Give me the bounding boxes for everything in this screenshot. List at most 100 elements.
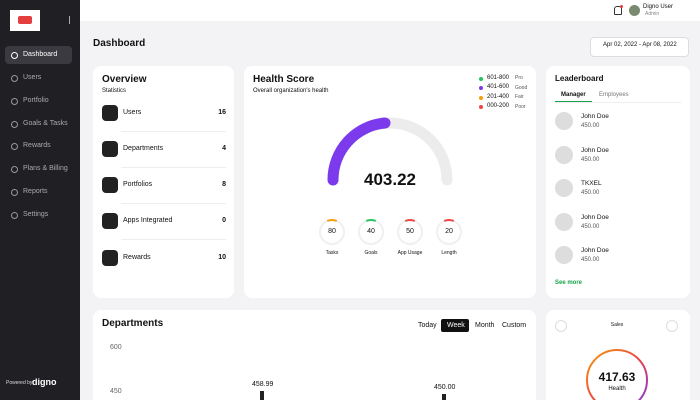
metric-arc (366, 219, 376, 222)
entry-score: 450.00 (581, 257, 600, 263)
legend-label: Pro (515, 75, 523, 81)
topbar (80, 0, 700, 21)
metric-value: 40 (367, 228, 375, 235)
legend-dot (479, 95, 483, 100)
card-title: Health Score (253, 74, 315, 85)
legend-range: 601-800 (487, 74, 510, 81)
sales-label: Health (608, 386, 626, 392)
stat-icon (102, 105, 118, 121)
entry-name: John Doe (581, 113, 609, 120)
health-score: 403.22 (364, 170, 416, 189)
tab[interactable]: Employees (599, 92, 629, 98)
sales-ring (586, 349, 648, 400)
avatar (555, 112, 573, 130)
card-title: Overview (102, 74, 147, 85)
card-subtitle: Overall organization's health (253, 88, 329, 94)
menu-item[interactable]: Reports (23, 188, 48, 195)
entry-score: 450.00 (581, 190, 600, 196)
menu-icon (11, 189, 18, 196)
stat-value: 8 (222, 181, 226, 188)
entry-name: John Doe (581, 247, 609, 254)
legend-dot (479, 105, 483, 109)
menu-icon (11, 166, 18, 173)
card-title: Leaderboard (555, 74, 604, 83)
menu-icon (11, 212, 18, 219)
stat-icon (102, 177, 118, 193)
range-tab[interactable]: Month (475, 322, 495, 329)
sales-title: Sales (610, 322, 624, 328)
menu-item[interactable]: Plans & Billing (23, 165, 68, 172)
menu-item[interactable]: Portfolio (23, 97, 49, 104)
entry-name: John Doe (581, 146, 609, 154)
menu-active[interactable] (5, 46, 72, 64)
date-picker[interactable] (590, 37, 689, 57)
menu-item[interactable]: Dashboard (23, 51, 58, 58)
stat-value: 16 (218, 109, 226, 116)
menu-icon (11, 98, 18, 105)
user-role: Admin (645, 11, 660, 17)
stat-value: 4 (222, 145, 226, 152)
card-subtitle: Statistics (102, 88, 127, 94)
collapse-button[interactable] (63, 16, 70, 24)
avatar (555, 212, 573, 231)
metric-arc (405, 219, 415, 222)
bar-label: 450.00 (434, 384, 456, 391)
tab-underline (555, 101, 592, 103)
entry-score: 450.00 (581, 123, 600, 129)
notification-dot (620, 5, 623, 8)
y-tick-label: 450 (110, 388, 122, 395)
footer-brand: digno (32, 377, 57, 387)
range-tab[interactable]: Custom (502, 322, 527, 329)
stat-label: Departments (123, 145, 164, 152)
health-card (244, 66, 536, 298)
metric-label: Goals (364, 250, 378, 256)
avatar (555, 145, 573, 164)
legend-range: 401-600 (487, 84, 510, 90)
tab-active-bg[interactable] (441, 319, 469, 332)
stat-label: Rewards (123, 254, 151, 261)
metric-label: Tasks (325, 250, 339, 256)
stat-icon (102, 141, 118, 157)
bar-label: 458.99 (252, 381, 274, 388)
menu-icon (11, 75, 18, 82)
range-tab[interactable]: Week (447, 322, 465, 329)
see-more[interactable]: See more (555, 280, 583, 286)
logo-mark (18, 16, 32, 24)
y-tick-label: 600 (110, 344, 122, 351)
sales-value: 417.63 (598, 370, 636, 384)
metric-value: 80 (328, 228, 336, 235)
divider (121, 131, 226, 132)
divider (121, 203, 226, 204)
metric-value: 20 (445, 228, 453, 235)
menu-icon (11, 52, 18, 59)
entry-name: TKXEL (581, 180, 602, 187)
menu-item[interactable]: Rewards (23, 142, 51, 149)
stat-label: Apps Integrated (123, 217, 173, 224)
menu-icon (11, 143, 18, 150)
sidebar (0, 0, 80, 400)
stat-value: 0 (222, 217, 226, 224)
bar (260, 391, 264, 400)
user-name[interactable]: Digno User (643, 4, 674, 10)
menu-item[interactable]: Users (23, 74, 42, 81)
avatar[interactable] (629, 5, 640, 16)
stat-value: 10 (218, 254, 226, 261)
next-button[interactable] (666, 320, 678, 332)
entry-score: 450.00 (581, 156, 600, 163)
legend-label: Good (515, 84, 528, 91)
date-range[interactable]: Apr 02, 2022 - Apr 08, 2022 (603, 42, 677, 48)
prev-button[interactable] (555, 320, 567, 332)
page-title: Dashboard (93, 38, 146, 49)
tab-active[interactable]: Manager (561, 92, 586, 98)
notification-icon[interactable] (614, 6, 622, 15)
stat-icon (102, 213, 118, 229)
menu-item[interactable]: Settings (23, 211, 49, 218)
tabs-border (555, 102, 681, 103)
metric-label: Length (441, 250, 457, 256)
metric-label: App Usage (397, 250, 423, 256)
avatar (555, 246, 573, 264)
range-tab[interactable]: Today (418, 322, 437, 329)
menu-item[interactable]: Goals & Tasks (23, 120, 68, 127)
